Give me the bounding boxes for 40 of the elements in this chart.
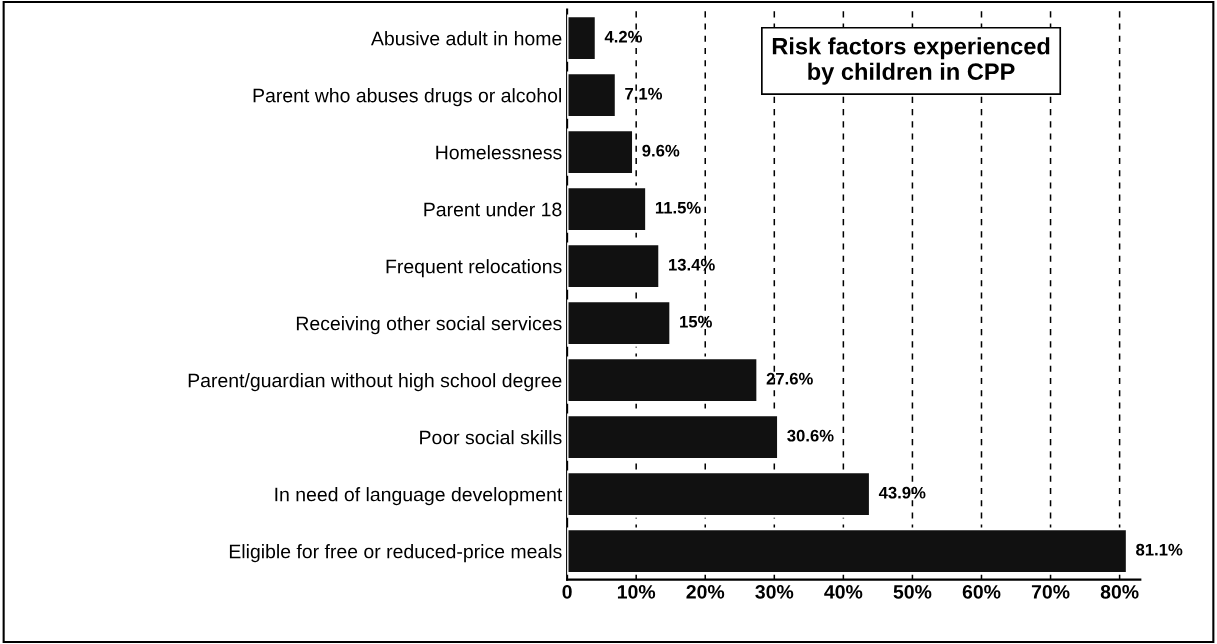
data-label: 13.4% [669,258,715,271]
y-tick-label: Abusive adult in home [370,31,562,46]
data-label: 30.6% [787,429,834,442]
x-tick-label: 80% [1100,584,1139,599]
x-tick-label: 0 [562,584,572,599]
data-label: 9.6% [642,144,680,157]
data-label: 43.9% [878,486,926,499]
data-label: 7.1% [625,87,663,100]
y-tick-label: Eligible for free or reduced-price meals [229,544,562,563]
bar [567,185,648,233]
y-tick-label: Homelessness [436,145,562,160]
bar [567,356,760,404]
y-tick-label: Poor social skills [420,430,562,445]
y-tick-label: In need of language development [275,487,563,506]
x-tick-label: 60% [962,584,1001,599]
x-tick-label: 40% [824,584,863,599]
x-tick-label: 70% [1031,584,1070,599]
x-tick-label: 10% [617,584,656,599]
bar [567,527,1129,575]
x-tick-label: 30% [755,584,794,599]
bar [567,14,598,62]
y-tick-label: Frequent relocations [386,259,562,278]
text: Risk factors experienced by children in CPP [772,37,1050,85]
y-tick-label: Parent/guardian without high school degree [188,373,562,392]
bar [567,470,872,518]
data-label: 11.5% [655,201,701,214]
y-tick-label: Receiving other social services [296,316,562,335]
data-label: 4.2% [604,30,643,43]
x-tick-label: 50% [893,584,932,599]
x-tick-label: 20% [686,584,725,599]
bar [567,413,780,461]
y-tick-label: Parent under 18 [424,202,562,217]
bar [567,242,662,290]
bar [567,128,635,176]
bar [567,299,673,347]
data-label: 81.1% [1136,543,1183,556]
data-label: 27.6% [766,372,813,385]
bar [567,71,618,119]
data-label: 15% [680,315,712,328]
y-tick-label: Parent who abuses drugs or alcohol [253,88,561,107]
